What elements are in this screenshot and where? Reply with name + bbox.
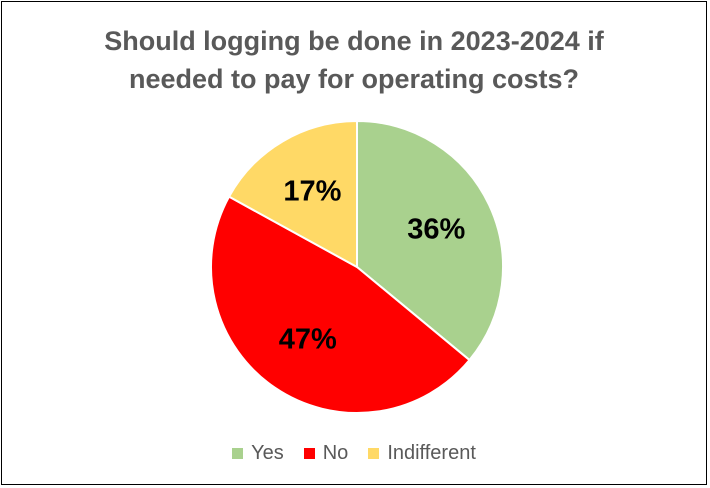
- legend-swatch-indifferent: [368, 448, 380, 459]
- legend-swatch-no: [303, 448, 315, 459]
- legend-item-yes: Yes: [232, 442, 284, 465]
- data-label-no: 47%: [279, 323, 337, 355]
- chart-legend: Yes No Indifferent: [2, 442, 706, 465]
- chart-title-line-1: Should logging be done in 2023-2024 if: [104, 26, 604, 56]
- pie-slice-no: [210, 195, 471, 414]
- legend-item-no: No: [303, 442, 349, 465]
- pie-slice-yes: [356, 119, 504, 362]
- legend-label-yes: Yes: [251, 442, 284, 464]
- data-label-yes: 36%: [407, 214, 465, 246]
- chart-title-line-2: needed to pay for operating costs?: [128, 64, 580, 94]
- data-label-indifferent: 17%: [283, 176, 341, 208]
- legend-label-no: No: [322, 442, 349, 464]
- legend-label-indifferent: Indifferent: [387, 442, 476, 464]
- legend-swatch-yes: [232, 448, 244, 459]
- pie-slice-indifferent: [227, 119, 358, 269]
- legend-item-indifferent: Indifferent: [368, 442, 476, 465]
- chart-title: Should logging be done in 2023-2024 if n…: [2, 22, 706, 98]
